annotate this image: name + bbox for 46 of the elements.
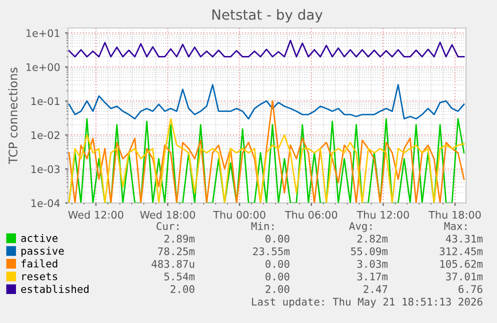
- text: Max:: [444, 222, 466, 230]
- text: 2.47: [364, 285, 388, 293]
- text: Last update: Thu May 21 18:51:13 2026: [252, 298, 482, 308]
- text: 2.82m: [357, 234, 388, 243]
- text: Min:: [251, 222, 274, 230]
- text: 55.09m: [351, 247, 388, 256]
- text: 78.25m: [158, 247, 195, 256]
- text: 483.87u: [152, 260, 194, 268]
- text: 105.62m: [440, 260, 483, 268]
- y-axis-title: TCP connections: [8, 68, 18, 164]
- chart-title: Netstat - by day: [212, 9, 323, 23]
- x-tick-label: Thu 06:00: [284, 210, 338, 219]
- text: 312.45m: [440, 247, 483, 256]
- y-tick-label: 1e+00: [26, 63, 60, 72]
- legend-label: resets: [22, 272, 58, 280]
- legend-label: established: [21, 284, 89, 293]
- x-tick-label: Thu 12:00: [356, 210, 409, 219]
- x-tick-label: Wed 18:00: [140, 210, 196, 219]
- text: 5.54m: [164, 272, 195, 280]
- text: Cur:: [156, 222, 178, 230]
- text: 2.89m: [164, 234, 195, 243]
- y-tick-label: 1e-04: [31, 199, 60, 208]
- text: 0.00: [266, 272, 290, 280]
- text: 0.00: [266, 260, 290, 268]
- text: 3.17m: [357, 272, 388, 280]
- text: 43.31m: [446, 234, 483, 243]
- text: 3.03m: [357, 260, 388, 268]
- text: 0.00: [266, 234, 290, 243]
- text: 2.00: [170, 285, 194, 294]
- y-tick-label: 1e-02: [31, 131, 60, 140]
- text: 37.01m: [446, 272, 483, 280]
- legend-label: active: [21, 234, 58, 242]
- x-tick-label: Wed 12:00: [68, 210, 124, 219]
- x-tick-label: Thu 18:00: [428, 210, 481, 219]
- text: 23.55m: [253, 247, 290, 256]
- line-series: [68, 40, 465, 58]
- y-tick-label: 1e+01: [26, 29, 60, 38]
- y-tick-label: 1e-01: [31, 97, 60, 106]
- line-series: [68, 84, 465, 120]
- text: Avg:: [349, 222, 372, 232]
- legend-label: failed: [21, 259, 58, 268]
- text: 2.00: [266, 285, 290, 294]
- text: 6.76: [458, 285, 482, 294]
- x-tick-label: Thu 00:00: [213, 210, 266, 219]
- legend-label: passive: [21, 246, 64, 257]
- y-tick-label: 1e-03: [31, 165, 60, 174]
